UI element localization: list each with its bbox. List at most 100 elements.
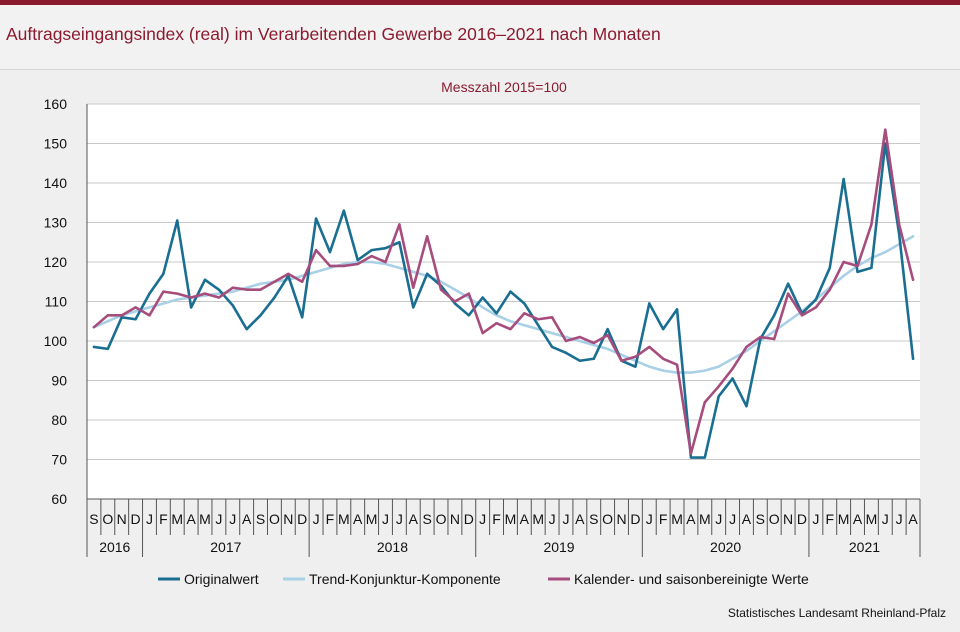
data-point [231, 290, 234, 293]
legend-label: Trend-Konjunktur-Komponente [309, 571, 501, 587]
data-point [134, 310, 137, 313]
month-tick-label: F [159, 511, 168, 527]
data-point [92, 325, 96, 329]
data-point [189, 296, 193, 299]
data-point [481, 296, 484, 299]
data-point [884, 128, 887, 131]
month-tick-label: D [131, 511, 141, 527]
month-tick-label: O [602, 511, 613, 527]
data-point [731, 377, 734, 380]
data-point [537, 318, 540, 321]
data-point [231, 304, 234, 307]
data-point [384, 262, 387, 266]
data-point [259, 282, 262, 285]
data-point [550, 331, 554, 335]
data-point [162, 290, 165, 293]
y-tick-label: 110 [45, 294, 68, 310]
data-point [689, 456, 693, 459]
data-point [634, 355, 637, 358]
month-tick-label: D [464, 511, 474, 527]
data-point [384, 260, 387, 264]
data-point [189, 306, 193, 309]
data-point [176, 219, 179, 222]
data-point [773, 337, 776, 341]
data-point [564, 351, 568, 355]
data-point [786, 282, 790, 285]
data-point [911, 235, 915, 238]
data-point [495, 314, 498, 317]
month-tick-label: J [382, 511, 389, 527]
data-point [370, 260, 373, 264]
month-tick-label: M [171, 511, 183, 527]
data-point [259, 314, 262, 317]
data-point [828, 288, 831, 291]
month-tick-label: M [199, 511, 211, 527]
data-point [398, 223, 401, 226]
month-tick-label: J [229, 511, 236, 527]
data-point [731, 357, 734, 360]
month-tick-label: M [866, 511, 878, 527]
month-tick-label: F [326, 511, 335, 527]
data-point [203, 278, 207, 281]
data-point [800, 314, 804, 317]
data-point [773, 314, 776, 317]
data-point [606, 327, 609, 331]
month-tick-label: J [146, 511, 153, 527]
month-tick-label: N [117, 511, 127, 527]
month-tick-label: S [89, 511, 98, 527]
year-label: 2018 [377, 539, 408, 555]
data-point [439, 288, 443, 291]
year-label: 2017 [210, 539, 241, 555]
month-tick-label: J [313, 511, 320, 527]
data-point [495, 312, 498, 315]
month-tick-label: A [742, 511, 752, 527]
month-tick-label: N [616, 511, 626, 527]
data-point [648, 345, 651, 349]
data-point [564, 339, 568, 343]
month-tick-label: D [797, 511, 807, 527]
data-point [606, 333, 609, 337]
data-point [606, 347, 609, 351]
data-point [217, 292, 221, 295]
data-point [162, 302, 165, 305]
data-point [745, 404, 748, 408]
data-point [467, 292, 470, 295]
data-point [814, 298, 818, 301]
data-point [689, 452, 693, 455]
data-point [300, 316, 304, 319]
month-tick-label: S [422, 511, 431, 527]
month-tick-label: M [671, 511, 683, 527]
data-point [342, 264, 346, 268]
month-tick-label: O [436, 511, 447, 527]
data-point [578, 339, 582, 343]
data-point [661, 369, 665, 372]
month-tick-label: M [366, 511, 378, 527]
data-point [203, 292, 207, 295]
y-tick-label: 70 [51, 452, 67, 468]
data-point [578, 359, 582, 362]
month-tick-label: A [353, 511, 363, 527]
data-point [106, 314, 110, 317]
data-point [495, 322, 498, 325]
month-tick-label: J [882, 511, 889, 527]
data-point [453, 300, 457, 303]
data-point [842, 177, 845, 181]
data-point [842, 260, 845, 264]
month-tick-label: M [338, 511, 350, 527]
month-tick-label: J [646, 511, 653, 527]
data-point [314, 248, 318, 252]
month-tick-label: F [492, 511, 501, 527]
data-point [578, 335, 582, 339]
year-label: 2020 [710, 539, 741, 555]
month-tick-label: D [297, 511, 307, 527]
data-point [134, 306, 137, 309]
data-point [217, 288, 221, 291]
year-label: 2019 [543, 539, 574, 555]
data-point [537, 324, 540, 327]
data-point [245, 288, 248, 291]
data-point [231, 286, 234, 289]
series-line-bereinigt-group [92, 128, 915, 455]
data-point [453, 302, 457, 305]
data-point [648, 302, 651, 305]
data-point [523, 324, 526, 327]
